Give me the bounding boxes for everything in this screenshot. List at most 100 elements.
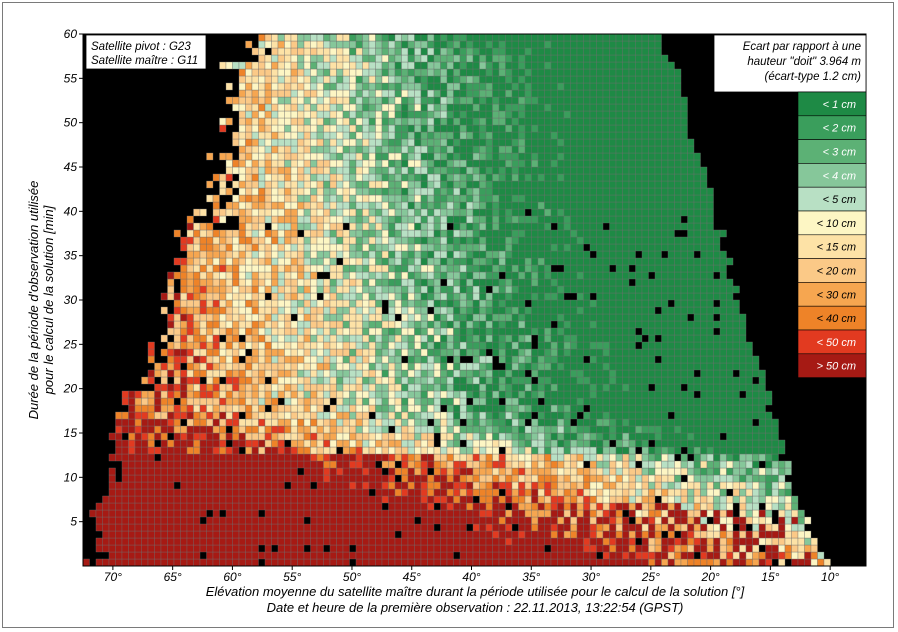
heatmap-cell [602,397,610,406]
heatmap-cell [563,355,571,364]
heatmap-cell [648,530,656,539]
heatmap-cell [277,544,285,553]
heatmap-cell [654,362,662,371]
heatmap-cell [349,460,357,469]
heatmap-cell [479,411,487,420]
heatmap-cell [251,397,259,406]
heatmap-cell [667,418,675,427]
heatmap-cell [713,488,721,497]
heatmap-cell [167,369,175,378]
heatmap-cell [355,180,363,189]
heatmap-cell [219,446,227,455]
heatmap-cell [414,194,422,203]
heatmap-cell [674,404,682,413]
heatmap-cell [368,502,376,511]
heatmap-cell [186,397,194,406]
heatmap-cell [394,544,402,553]
heatmap-cell [388,537,396,546]
heatmap-cell [479,544,487,553]
heatmap-cell [479,313,487,322]
heatmap-cell [362,306,370,315]
heatmap-cell [349,201,357,210]
heatmap-cell [602,425,610,434]
heatmap-cell [180,439,188,448]
heatmap-cell [329,390,337,399]
heatmap-cell [115,481,123,490]
heatmap-cell [342,243,350,252]
heatmap-cell [550,376,558,385]
heatmap-cell [108,537,116,546]
heatmap-cell [394,362,402,371]
heatmap-cell [258,208,266,217]
heatmap-cell [797,523,805,532]
heatmap-cell [206,376,214,385]
heatmap-cell [693,495,701,504]
heatmap-cell [511,369,519,378]
heatmap-cell [784,460,792,469]
heatmap-cell [453,271,461,280]
heatmap-cell [173,425,181,434]
heatmap-cell [537,418,545,427]
heatmap-cell [440,264,448,273]
heatmap-cell [628,327,636,336]
heatmap-cell [745,446,753,455]
heatmap-cell [121,523,129,532]
heatmap-cell [433,411,441,420]
heatmap-cell [628,355,636,364]
heatmap-cell [615,495,623,504]
heatmap-cell [674,306,682,315]
heatmap-cell [693,467,701,476]
heatmap-cell [284,502,292,511]
heatmap-cell [570,558,578,567]
heatmap-cell [440,523,448,532]
heatmap-cell [186,229,194,238]
heatmap-cell [485,460,493,469]
heatmap-cell [193,243,201,252]
heatmap-cell [297,502,305,511]
heatmap-cell [225,271,233,280]
heatmap-cell [381,383,389,392]
heatmap-cell [518,523,526,532]
heatmap-cell [375,411,383,420]
heatmap-cell [440,243,448,252]
heatmap-cell [310,376,318,385]
heatmap-cell [739,320,747,329]
heatmap-cell [368,439,376,448]
heatmap-cell [212,341,220,350]
heatmap-cell [583,467,591,476]
heatmap-cell [154,404,162,413]
heatmap-cell [693,488,701,497]
heatmap-cell [128,551,136,560]
heatmap-cell [323,243,331,252]
heatmap-cell [810,537,818,546]
heatmap-cell [316,474,324,483]
heatmap-cell [674,516,682,525]
heatmap-cell [134,530,142,539]
heatmap-cell [297,348,305,357]
heatmap-cell [687,467,695,476]
heatmap-cell [518,376,526,385]
heatmap-cell [349,250,357,259]
heatmap-cell [797,537,805,546]
heatmap-cell [674,208,682,217]
heatmap-cell [641,446,649,455]
heatmap-cell [732,376,740,385]
heatmap-cell [563,411,571,420]
heatmap-cell [511,502,519,511]
heatmap-cell [622,453,630,462]
heatmap-cell [596,467,604,476]
heatmap-cell [563,474,571,483]
heatmap-cell [219,488,227,497]
heatmap-cell [362,502,370,511]
heatmap-cell [440,460,448,469]
heatmap-cell [199,509,207,518]
heatmap-cell [596,404,604,413]
heatmap-cell [206,474,214,483]
heatmap-cell [284,250,292,259]
heatmap-cell [219,551,227,560]
heatmap-cell [284,397,292,406]
heatmap-cell [550,250,558,259]
heatmap-cell [680,236,688,245]
heatmap-cell [284,537,292,546]
heatmap-cell [479,432,487,441]
